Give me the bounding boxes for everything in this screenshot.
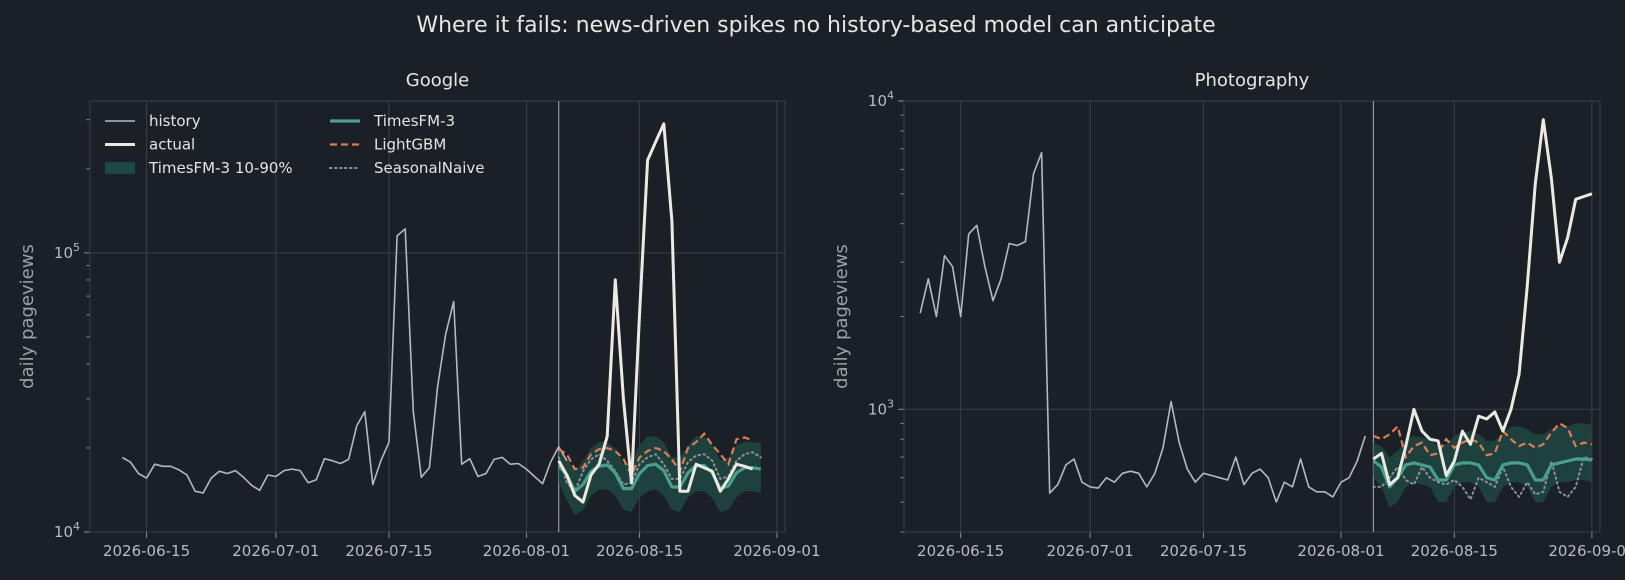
plot-area: [919, 101, 1593, 532]
legend-lightgbm-label: LightGBM: [374, 136, 446, 154]
panel-photography: 2026-06-15 2026-07-01 2026-07-15 2026-08-01…: [831, 70, 1625, 560]
y-tick-base: 10: [868, 92, 887, 110]
x-tick-label: 2026-08-01: [1297, 542, 1384, 560]
panel-title: Photography: [1195, 70, 1310, 91]
x-tick-label: 2026-08-01: [483, 542, 570, 560]
panel-title: Google: [406, 70, 469, 91]
x-tick-label: 2026-08-15: [596, 542, 683, 560]
y-axis-label: daily pageviews: [831, 244, 852, 389]
series-actual-line: [557, 122, 754, 504]
series-history-line: [121, 228, 568, 494]
series-lightgbm-line: [558, 431, 754, 478]
series-seasonalnaive-line: [1372, 455, 1593, 502]
series-band-timesfm-10-90: [558, 436, 761, 516]
legend-band-label: TimesFM-3 10-90%: [148, 159, 293, 177]
y-tick-label: 105: [54, 241, 80, 262]
x-tick-label: 2026-07-15: [1160, 542, 1247, 560]
y-tick-exponent: 4: [887, 89, 894, 102]
legend-timesfm-label: TimesFM-3: [373, 112, 455, 130]
x-tick-label: 2026-07-01: [1047, 542, 1134, 560]
legend-actual-label: actual: [149, 136, 195, 154]
x-tick-label: 2026-09-01: [733, 542, 820, 560]
series-actual-line: [1372, 118, 1593, 487]
series-history-line: [919, 151, 1367, 503]
legend-band-swatch: [105, 162, 135, 174]
y-tick-base: 10: [54, 523, 73, 541]
panel-google: 2026-06-15 2026-07-01 2026-07-15 2026-08-01…: [17, 70, 821, 560]
plot-area: [121, 101, 762, 532]
y-tick-exponent: 4: [73, 520, 80, 533]
plot-frame: [89, 100, 786, 533]
series-band-timesfm-10-90: [1373, 423, 1592, 508]
x-tick-label: 2026-06-15: [103, 542, 190, 560]
x-tick-label: 2026-06-15: [917, 542, 1004, 560]
x-tick-label: 2026-07-15: [345, 542, 432, 560]
y-tick-base: 10: [868, 400, 887, 418]
figure-title: Where it fails: news-driven spikes no hi…: [416, 13, 1215, 38]
y-tick-exponent: 3: [887, 397, 894, 410]
y-tick-label: 103: [868, 397, 894, 418]
series-seasonalnaive-line: [557, 451, 762, 494]
x-tick-label: 2026-07-01: [232, 542, 319, 560]
x-tick-label: 2026-09-01: [1548, 542, 1625, 560]
legend-seasonal-label: SeasonalNaive: [374, 159, 485, 177]
series-timesfm-line: [557, 462, 762, 493]
series-lightgbm-line: [1372, 421, 1593, 460]
legend: history actual TimesFM-3 10-90% TimesFM-3 Li…: [105, 112, 485, 177]
plot-frame: [903, 100, 1601, 533]
x-tick-label: 2026-08-15: [1411, 542, 1498, 560]
series-timesfm-line: [1372, 457, 1593, 489]
y-axis-label: daily pageviews: [17, 244, 38, 389]
y-tick-base: 10: [54, 244, 73, 262]
y-tick-exponent: 5: [73, 241, 80, 254]
legend-history-label: history: [149, 112, 201, 130]
y-tick-label: 104: [54, 520, 80, 541]
y-tick-label: 104: [868, 89, 894, 110]
